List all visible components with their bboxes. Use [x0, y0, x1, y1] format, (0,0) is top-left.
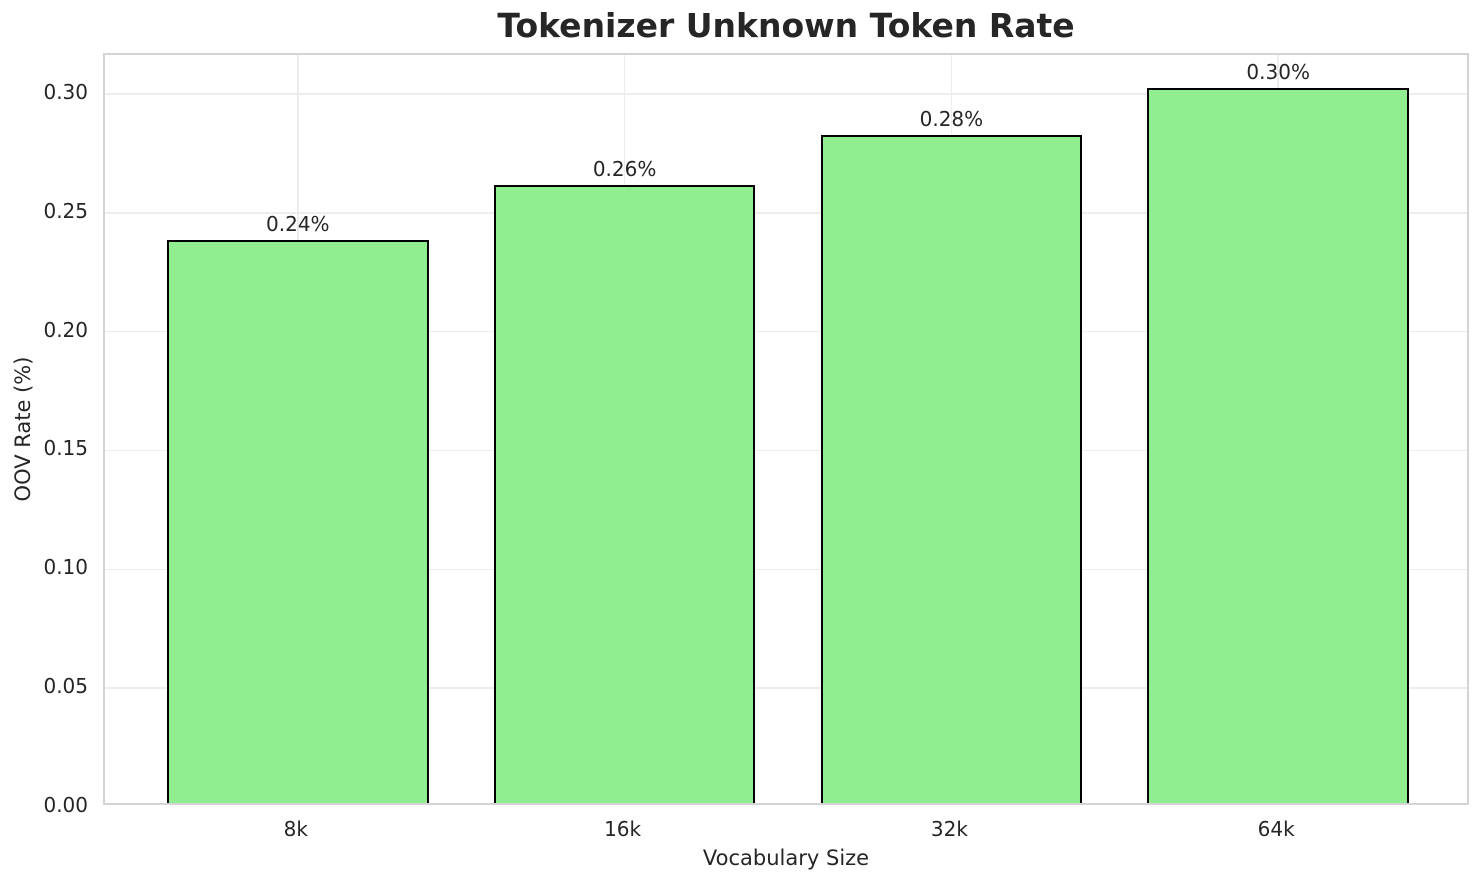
x-tick-label: 16k [604, 817, 642, 841]
y-tick-label: 0.20 [43, 317, 88, 342]
bar-16k [493, 185, 756, 803]
h-gridline [105, 449, 1467, 452]
bar-value-label: 0.30% [1246, 59, 1310, 84]
h-gridline [105, 93, 1467, 95]
h-gridline [105, 687, 1467, 689]
y-tick-label: 0.25 [43, 198, 88, 223]
h-gridline [105, 568, 1467, 571]
bar-value-label: 0.24% [266, 211, 330, 236]
h-gridline [105, 330, 1467, 333]
plot-area: 0.24% 0.26% 0.28% 0.30% [103, 53, 1469, 805]
y-tick-label: 0.10 [43, 555, 88, 580]
bar-value-label: 0.28% [919, 107, 984, 132]
x-axis-label: Vocabulary Size [702, 846, 870, 870]
x-tick-label: 64k [1257, 817, 1295, 841]
chart-title: Tokenizer Unknown Token Rate [497, 6, 1075, 45]
h-gridline [105, 212, 1467, 214]
x-tick-label: 32k [930, 817, 968, 841]
bar-64k [1147, 87, 1409, 803]
y-tick-label: 0.15 [43, 436, 88, 461]
x-tick-label: 8k [283, 817, 308, 841]
bar-value-label: 0.26% [592, 157, 657, 182]
y-tick-label: 0.30 [43, 79, 88, 104]
bar-32k [820, 135, 1083, 803]
y-tick-label: 0.05 [43, 674, 88, 699]
y-tick-label: 0.00 [43, 793, 88, 817]
y-axis-label: OOV Rate (%) [11, 356, 35, 502]
bar-8k [167, 239, 429, 803]
